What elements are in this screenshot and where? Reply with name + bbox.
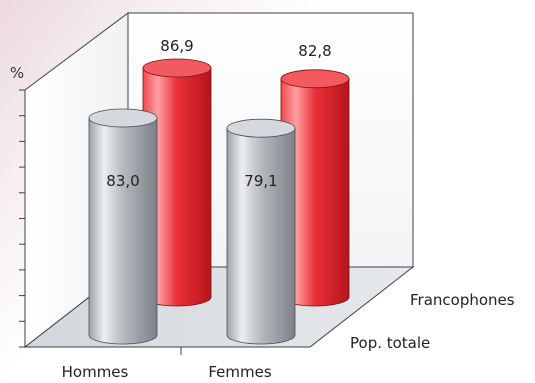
bar: 82,8 — [280, 42, 350, 307]
data-label: 86,9 — [160, 37, 193, 55]
data-label: 79,1 — [244, 172, 277, 190]
bar: 83,0 — [88, 108, 158, 345]
depth-label-pop-totale: Pop. totale — [350, 334, 430, 352]
x-tick-label: Femmes — [208, 363, 271, 381]
bar-body — [226, 127, 296, 345]
depth-label-francophones: Francophones — [410, 291, 515, 309]
data-label: 82,8 — [298, 42, 331, 60]
series-pop-totale: 83,0 79,1 — [88, 108, 296, 345]
bar-top — [226, 118, 296, 138]
x-tick-label: Hommes — [62, 363, 129, 381]
bar-top — [280, 69, 350, 89]
y-axis-ticks — [19, 89, 26, 348]
bar-body — [88, 117, 158, 345]
bar-top — [142, 58, 212, 78]
data-label: 83,0 — [106, 172, 139, 190]
y-axis-label: % — [10, 64, 24, 82]
series-francophones: 86,9 82,8 — [142, 37, 350, 307]
bar: 86,9 — [142, 37, 212, 307]
bar-top — [88, 108, 158, 128]
bar: 79,1 — [226, 118, 296, 345]
